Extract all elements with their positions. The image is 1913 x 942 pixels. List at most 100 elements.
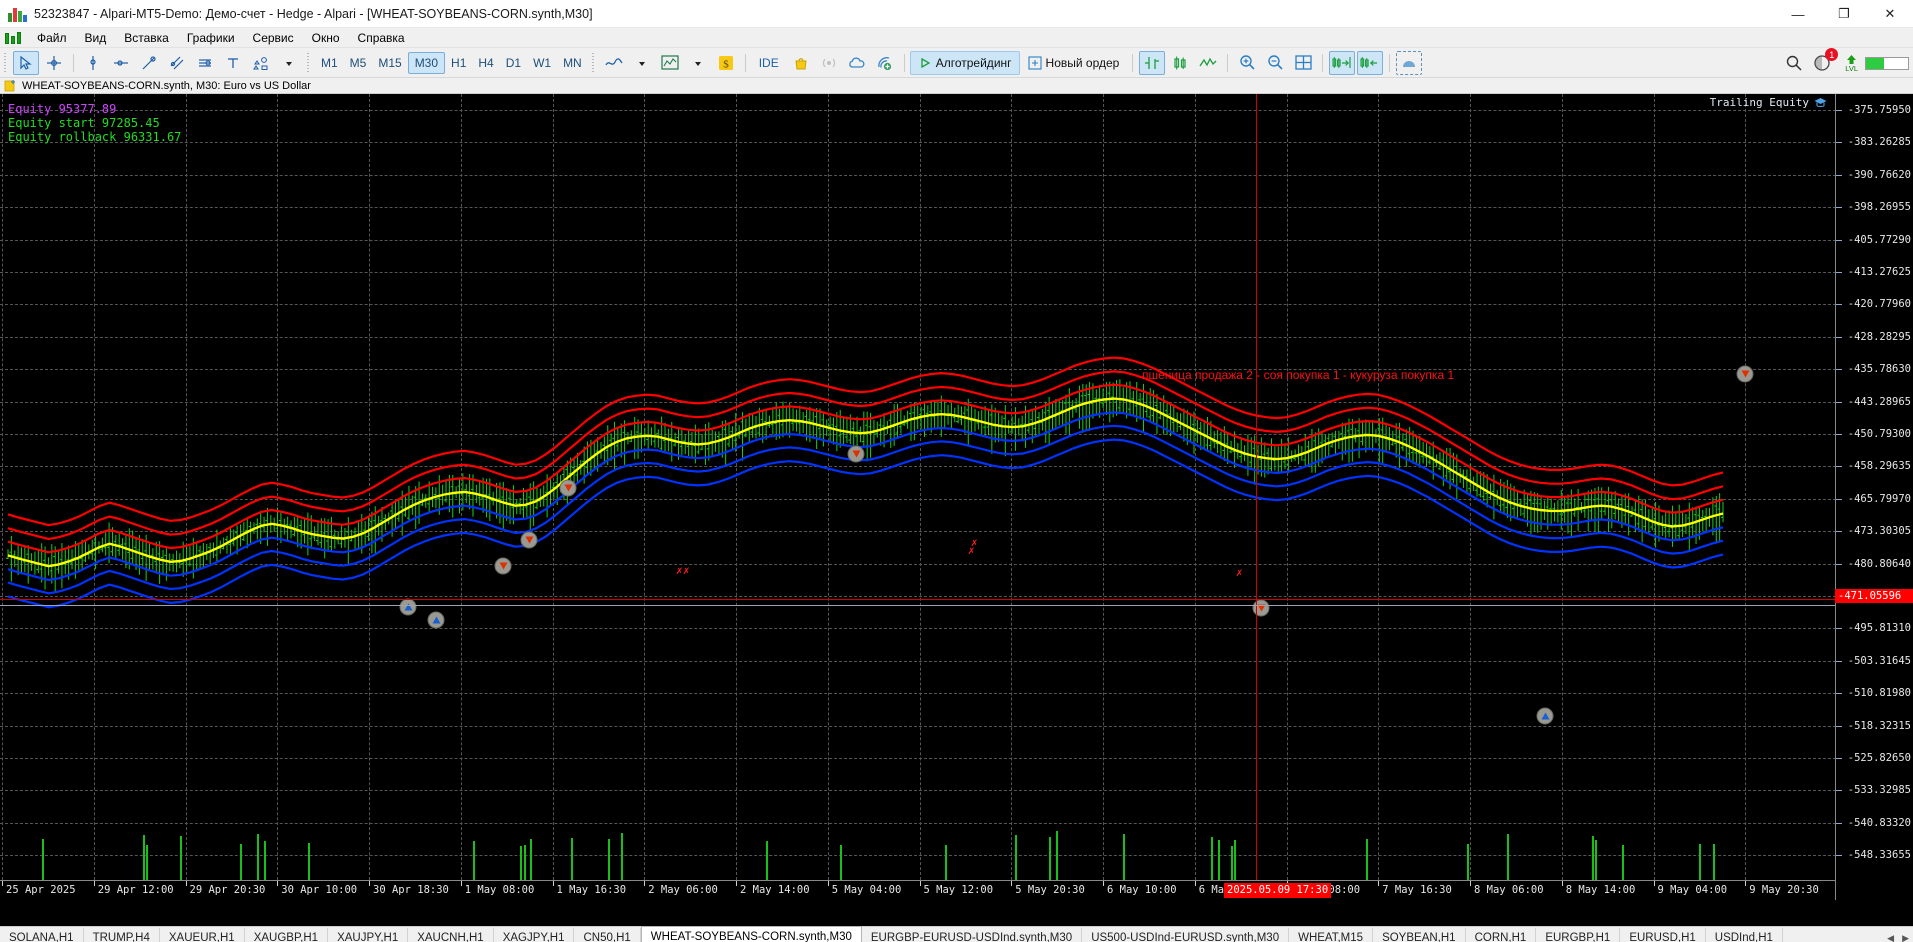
toolbar-separator-6 [1322,53,1324,72]
auto-scroll-icon[interactable] [1329,50,1356,75]
tab-scroll-next[interactable]: ▶ [1902,933,1909,942]
price-tick-label: -503.31645 [1847,654,1911,667]
toolbar-separator-2 [744,53,746,72]
chart-tab-eurusd[interactable]: EURUSD,H1 [1620,928,1706,942]
timeframe-m5[interactable]: M5 [349,55,367,70]
indicators-icon[interactable] [657,51,683,75]
toolbar-grip[interactable] [4,52,8,73]
trade-marker-sell[interactable] [559,479,577,497]
vertical-line-tool-icon[interactable] [80,51,106,75]
chart-title: WHEAT-SOYBEANS-CORN.synth, M30: Euro vs … [22,79,311,92]
trade-marker-sell[interactable] [847,445,865,463]
channel-tool-icon[interactable] [164,51,190,75]
zoom-out-icon[interactable] [1262,51,1288,75]
timeframe-d1[interactable]: D1 [505,55,522,70]
trade-marker-sell[interactable] [520,531,538,549]
toolbar-grip-2[interactable] [307,52,311,73]
chart-tab-eurgbp-eurusd-usdind-synth[interactable]: EURGBP-EURUSD-USDInd.synth,M30 [862,928,1083,942]
trade-marker-sell[interactable] [494,557,512,575]
crosshair-tool-icon[interactable] [41,51,67,75]
time-tick [1561,881,1563,886]
menu-item-help[interactable]: Справка [357,30,405,45]
chart-tab-xagjpy[interactable]: XAGJPY,H1 [494,928,575,942]
timeframe-h1[interactable]: H1 [451,55,467,70]
chart-type-icon[interactable] [601,51,627,75]
menu-item-tools[interactable]: Сервис [252,30,294,45]
currency-icon[interactable]: $ [713,51,739,75]
equity-rollback-line: Equity rollback 96331.67 [8,130,182,144]
chart-tab-usdind[interactable]: USDInd,H1 [1706,928,1783,942]
minimize-button[interactable]: — [1791,6,1805,22]
template-icon[interactable] [1396,50,1423,75]
chart-tab-xaucnh[interactable]: XAUCNH,H1 [408,928,494,942]
zoom-in-icon[interactable] [1234,51,1260,75]
menu-item-view[interactable]: Вид [84,30,107,45]
fibonacci-tool-icon[interactable] [192,51,218,75]
trade-marker-buy[interactable] [1536,707,1554,725]
timeframe-h4[interactable]: H4 [478,55,494,70]
candlestick-chart-icon[interactable] [1167,51,1193,75]
indicators-dropdown-icon[interactable] [685,51,711,75]
chart-shift-icon[interactable] [1357,50,1384,75]
search-icon[interactable] [1781,51,1807,75]
trade-marker-sell[interactable] [1736,365,1754,383]
time-tick [1103,881,1104,886]
timeframe-m1[interactable]: M1 [321,55,338,70]
line-chart-icon[interactable] [1195,51,1221,75]
trade-marker-buy[interactable] [427,611,445,629]
tab-scroll-prev[interactable]: ◀ [1887,933,1895,942]
new-order-button[interactable]: Новый ордер [1020,51,1128,75]
price-axis[interactable]: -375.75950 -383.26285 -390.76620 -398.26955… [1835,94,1913,900]
chart-tab-xaugbp[interactable]: XAUGBP,H1 [245,928,329,942]
menu-item-window[interactable]: Окно [311,30,340,45]
horizontal-line-tool-icon[interactable] [108,51,134,75]
timeframe-m30[interactable]: M30 [407,51,446,74]
timeframe-w1[interactable]: W1 [533,55,552,70]
timeframe-mn[interactable]: MN [563,55,582,70]
signals-icon[interactable] [816,51,842,75]
menu-item-file[interactable]: Файл [37,30,67,45]
chart-tab-eurgbp[interactable]: EURGBP,H1 [1536,928,1621,942]
trendline-tool-icon[interactable] [136,51,162,75]
tile-windows-icon[interactable] [1290,51,1316,75]
time-axis[interactable]: 25 Apr 2025 29 Apr 12:00 29 Apr 20:30 30 Ap… [0,880,1835,900]
chart-area[interactable]: WHEAT-SOYBEANS-CORN.synth, M30: Euro vs … [0,78,1913,926]
chart-tab-cn50[interactable]: CN50,H1 [574,928,641,942]
chart-plot[interactable]: ✗ ✗ ✗ ✗ ✗ Equity 95377.89 Equity start 97285… [0,94,1913,900]
chart-tab-corn[interactable]: CORN,H1 [1466,928,1537,942]
shapes-tool-icon[interactable] [248,51,274,75]
toolbar-grip-3[interactable] [591,52,596,73]
bar-chart-icon[interactable] [1139,50,1166,75]
grid-line-vertical [827,94,829,900]
chart-type-dropdown-icon[interactable] [629,51,655,75]
market-bag-icon[interactable] [788,51,814,75]
close-button[interactable]: ✕ [1884,6,1896,21]
volume-bar [472,841,475,900]
maximize-button[interactable]: ❐ [1838,6,1850,21]
chart-tab-trump[interactable]: TRUMP,H4 [84,928,160,942]
menu-item-charts[interactable]: Графики [186,30,235,45]
chart-tab-soybean[interactable]: SOYBEAN,H1 [1373,928,1466,942]
menu-item-insert[interactable]: Вставка [124,30,169,45]
vps-icon[interactable] [872,51,898,75]
chart-tab-wheat-soybeans-corn-synth[interactable]: WHEAT-SOYBEANS-CORN.synth,M30 [640,926,862,942]
time-tick [1378,881,1380,886]
cursor-tool-icon[interactable] [13,50,39,75]
text-tool-icon[interactable] [220,51,246,75]
chart-tab-wheat[interactable]: WHEAT,M15 [1289,928,1374,942]
chart-tab-bar: SOLANA,H1 TRUMP,H4 XAUEUR,H1 XAUGBP,H1 XAUJP… [0,926,1913,942]
chart-tab-solana[interactable]: SOLANA,H1 [0,928,84,942]
notifications-icon[interactable]: 1 [1809,48,1839,75]
timeframe-m15[interactable]: M15 [378,55,402,70]
algotrading-button[interactable]: Алготрейдинг [909,50,1020,75]
volume-bar [944,844,947,900]
shapes-dropdown-icon[interactable] [276,51,302,75]
chart-tab-xaueur[interactable]: XAUEUR,H1 [160,928,245,942]
price-tick-label: -540.83320 [1847,816,1911,829]
grid-line-horizontal [0,434,1836,435]
trade-marker-buy[interactable] [399,598,417,616]
chart-tab-xaujpy[interactable]: XAUJPY,H1 [328,928,409,942]
ide-button[interactable]: IDE [752,51,786,75]
chart-tab-us500-usdind-eurusd-synth[interactable]: US500-USDInd-EURUSD.synth,M30 [1082,928,1290,942]
cloud-icon[interactable] [844,51,870,75]
